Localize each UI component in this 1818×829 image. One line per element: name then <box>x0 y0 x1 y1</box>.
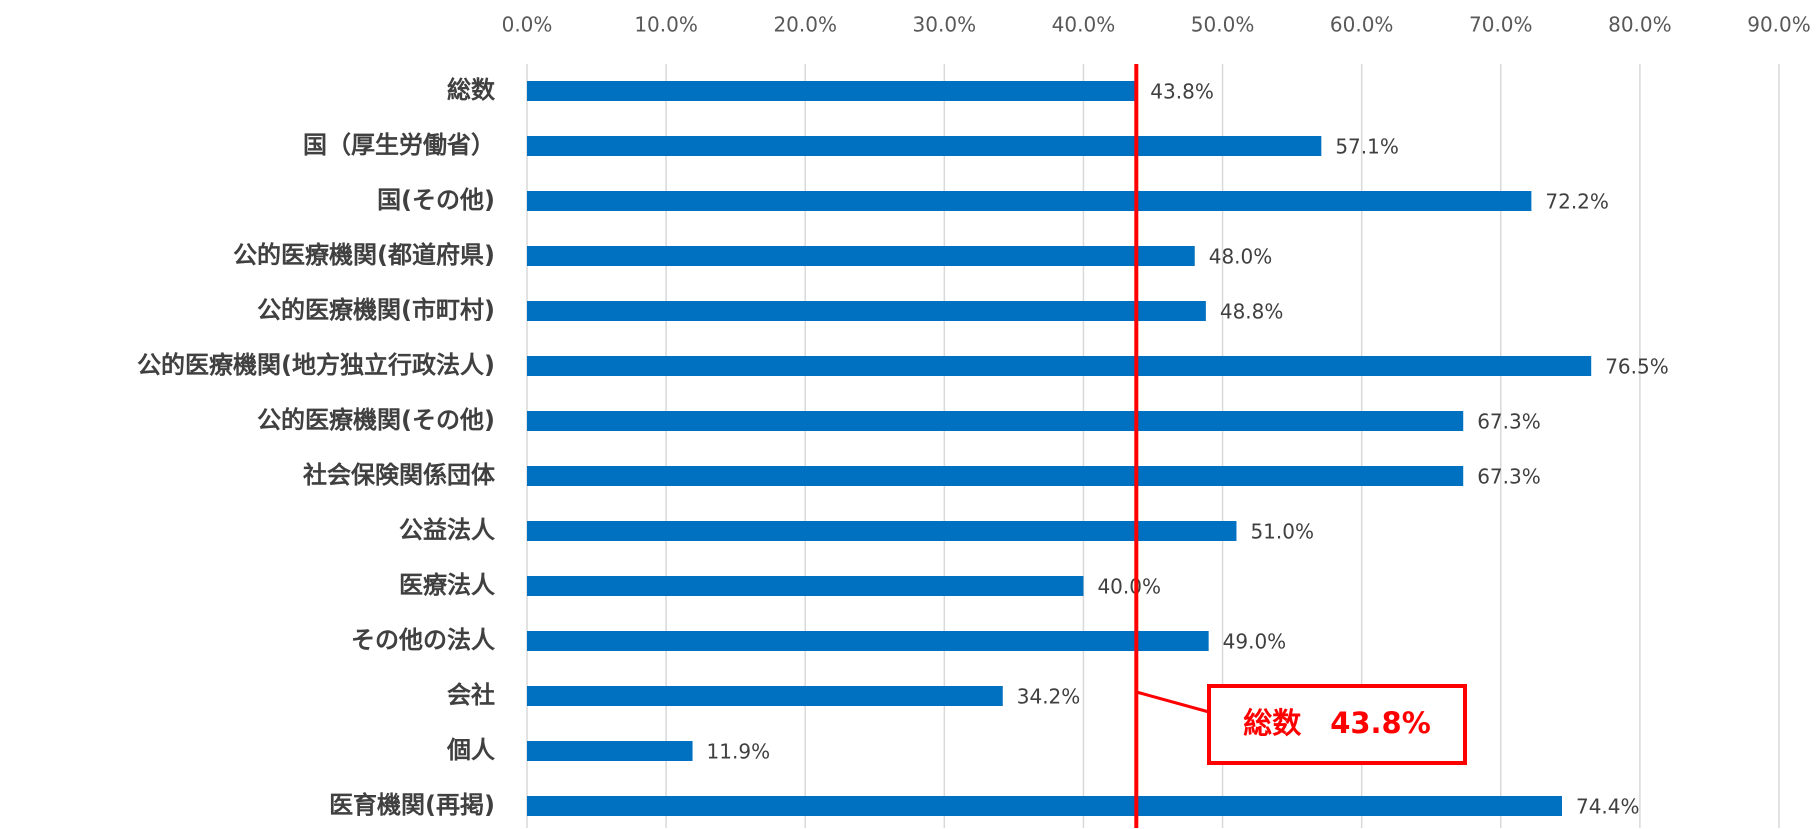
bar <box>527 356 1592 376</box>
category-label: 公的医療機関(地方独立行政法人) <box>137 351 495 379</box>
x-tick-label: 70.0% <box>1469 13 1533 37</box>
bar <box>527 631 1209 651</box>
bar <box>527 741 693 761</box>
category-label: 公的医療機関(その他) <box>257 406 495 434</box>
x-tick-label: 40.0% <box>1052 13 1116 37</box>
bar <box>527 136 1322 156</box>
bar <box>527 81 1137 101</box>
x-tick-label: 50.0% <box>1191 13 1255 37</box>
value-label: 40.0% <box>1097 575 1161 599</box>
x-tick-label: 60.0% <box>1330 13 1394 37</box>
bar <box>527 686 1003 706</box>
value-label: 51.0% <box>1250 520 1314 544</box>
bar <box>527 796 1562 816</box>
bar <box>527 576 1084 596</box>
value-label: 48.8% <box>1220 300 1284 324</box>
bar <box>527 411 1464 431</box>
value-label: 67.3% <box>1477 410 1541 434</box>
bar <box>527 301 1206 321</box>
value-label: 74.4% <box>1576 795 1640 819</box>
value-label: 34.2% <box>1017 685 1081 709</box>
callout-leader <box>1135 690 1210 714</box>
category-label: 医療法人 <box>399 571 495 599</box>
value-label: 72.2% <box>1545 190 1609 214</box>
value-label: 67.3% <box>1477 465 1541 489</box>
category-label: 公的医療機関(都道府県) <box>233 241 495 269</box>
category-label: 公益法人 <box>399 516 495 544</box>
bar <box>527 466 1464 486</box>
value-label: 57.1% <box>1335 135 1399 159</box>
category-label: 個人 <box>446 736 495 764</box>
category-label: その他の法人 <box>351 626 495 654</box>
category-label: 総数 <box>447 76 496 104</box>
x-tick-label: 20.0% <box>773 13 837 37</box>
x-tick-label: 10.0% <box>634 13 698 37</box>
callout-box <box>1207 684 1467 765</box>
x-tick-label: 30.0% <box>913 13 977 37</box>
value-label: 48.0% <box>1209 245 1273 269</box>
value-label: 43.8% <box>1150 80 1214 104</box>
category-label: 公的医療機関(市町村) <box>257 296 495 324</box>
callout-label: 総数 43.8% <box>1243 706 1431 740</box>
category-label: 会社 <box>447 681 495 709</box>
value-label: 11.9% <box>707 740 771 764</box>
x-tick-label: 90.0% <box>1747 13 1811 37</box>
category-label: 国（厚生労働省） <box>303 131 495 159</box>
value-label: 76.5% <box>1605 355 1669 379</box>
x-tick-label: 80.0% <box>1608 13 1672 37</box>
category-label: 国(その他) <box>377 186 495 214</box>
bar <box>527 521 1237 541</box>
category-label: 社会保険関係団体 <box>303 461 496 489</box>
bar <box>527 246 1195 266</box>
category-label: 医育機関(再掲) <box>329 791 495 819</box>
value-label: 49.0% <box>1223 630 1287 654</box>
bar <box>527 191 1532 211</box>
x-tick-label: 0.0% <box>502 13 553 37</box>
